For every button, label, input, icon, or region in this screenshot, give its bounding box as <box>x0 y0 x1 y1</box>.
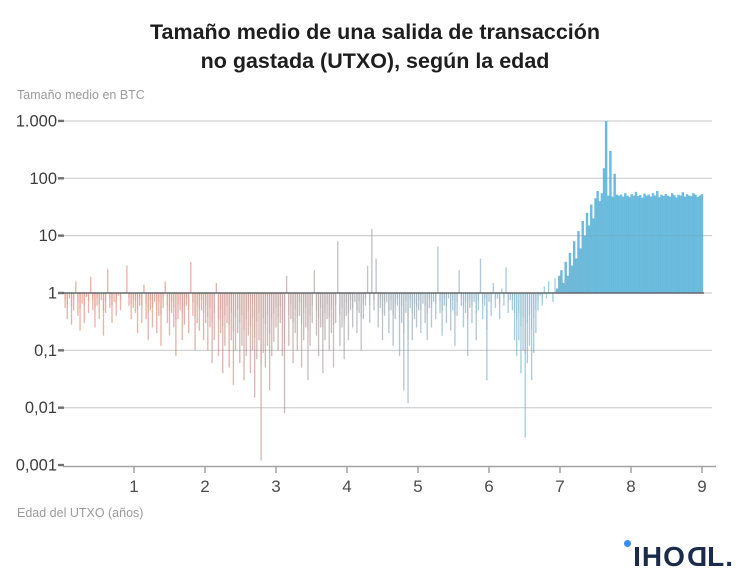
page-title-line1: Tamaño medio de una salida de transacció… <box>149 20 601 44</box>
y-tick-label: 10 <box>39 227 57 245</box>
x-tick-label: 7 <box>555 477 564 496</box>
ihodl-logo: IHODL. <box>624 539 734 575</box>
x-tick-label: 2 <box>200 477 209 496</box>
logo-mirrored-d: D <box>685 541 708 572</box>
y-tick-label: 0,01 <box>25 399 57 417</box>
page-title-line2: no gastada (UTXO), según la edad <box>200 49 550 73</box>
y-tick-label: 100 <box>29 170 57 188</box>
x-tick-label: 4 <box>342 477 351 496</box>
x-tick-label: 9 <box>697 477 706 496</box>
y-tick-label: 1.000 <box>16 112 57 130</box>
y-tick-label: 1 <box>48 285 57 303</box>
y-axis-caption: Tamaño medio en BTC <box>17 88 145 102</box>
page-title: Tamaño medio de una salida de transacció… <box>0 18 750 76</box>
x-tick-label: 3 <box>271 477 280 496</box>
x-tick-label: 8 <box>626 477 635 496</box>
x-tick-label: 5 <box>413 477 422 496</box>
x-tick-label: 1 <box>129 477 138 496</box>
y-tick-label: 0,1 <box>34 342 57 360</box>
y-tick-label: 0,001 <box>16 457 57 475</box>
logo-text: IHODL. <box>633 541 734 572</box>
x-axis-caption: Edad del UTXO (años) <box>17 506 144 520</box>
logo-blue-dot-icon <box>624 540 632 547</box>
x-tick-label: 6 <box>484 477 493 496</box>
